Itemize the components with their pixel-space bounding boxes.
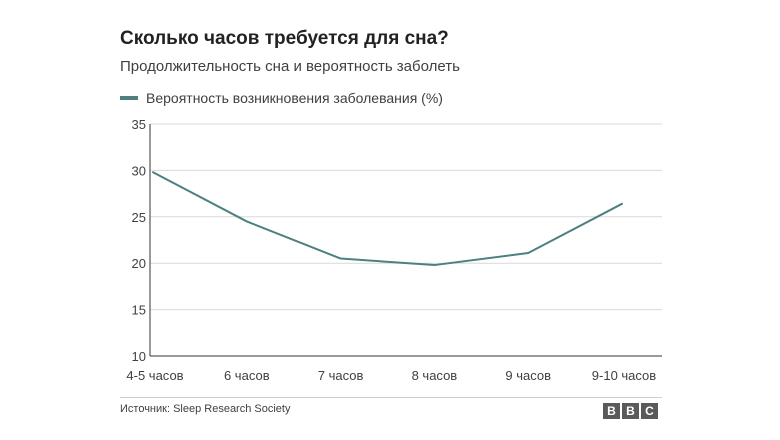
x-tick-label: 6 часов <box>224 368 270 383</box>
x-tick-label: 8 часов <box>412 368 458 383</box>
x-tick-label: 7 часов <box>318 368 364 383</box>
legend-label: Вероятность возникновения заболевания (%… <box>146 90 443 106</box>
bbc-logo-block: C <box>641 403 658 419</box>
footer-divider <box>120 397 662 398</box>
chart-legend: Вероятность возникновения заболевания (%… <box>120 90 443 106</box>
page-subtitle: Продолжительность сна и вероятность забо… <box>120 58 460 75</box>
x-tick-label: 4-5 часов <box>126 368 183 383</box>
bbc-logo: B B C <box>603 403 658 419</box>
x-tick-label: 9-10 часов <box>592 368 657 383</box>
y-tick-label: 35 <box>132 117 146 132</box>
y-tick-label: 20 <box>132 256 146 271</box>
x-tick-label: 9 часов <box>505 368 551 383</box>
y-tick-label: 15 <box>132 303 146 318</box>
y-tick-label: 10 <box>132 349 146 364</box>
y-tick-label: 30 <box>132 163 146 178</box>
source-note: Источник: Sleep Research Society <box>120 403 291 415</box>
bbc-logo-block: B <box>603 403 620 419</box>
bbc-logo-block: B <box>622 403 639 419</box>
y-tick-label: 25 <box>132 210 146 225</box>
page-title: Сколько часов требуется для сна? <box>120 28 449 49</box>
series-line <box>152 171 623 267</box>
legend-swatch <box>120 96 138 100</box>
